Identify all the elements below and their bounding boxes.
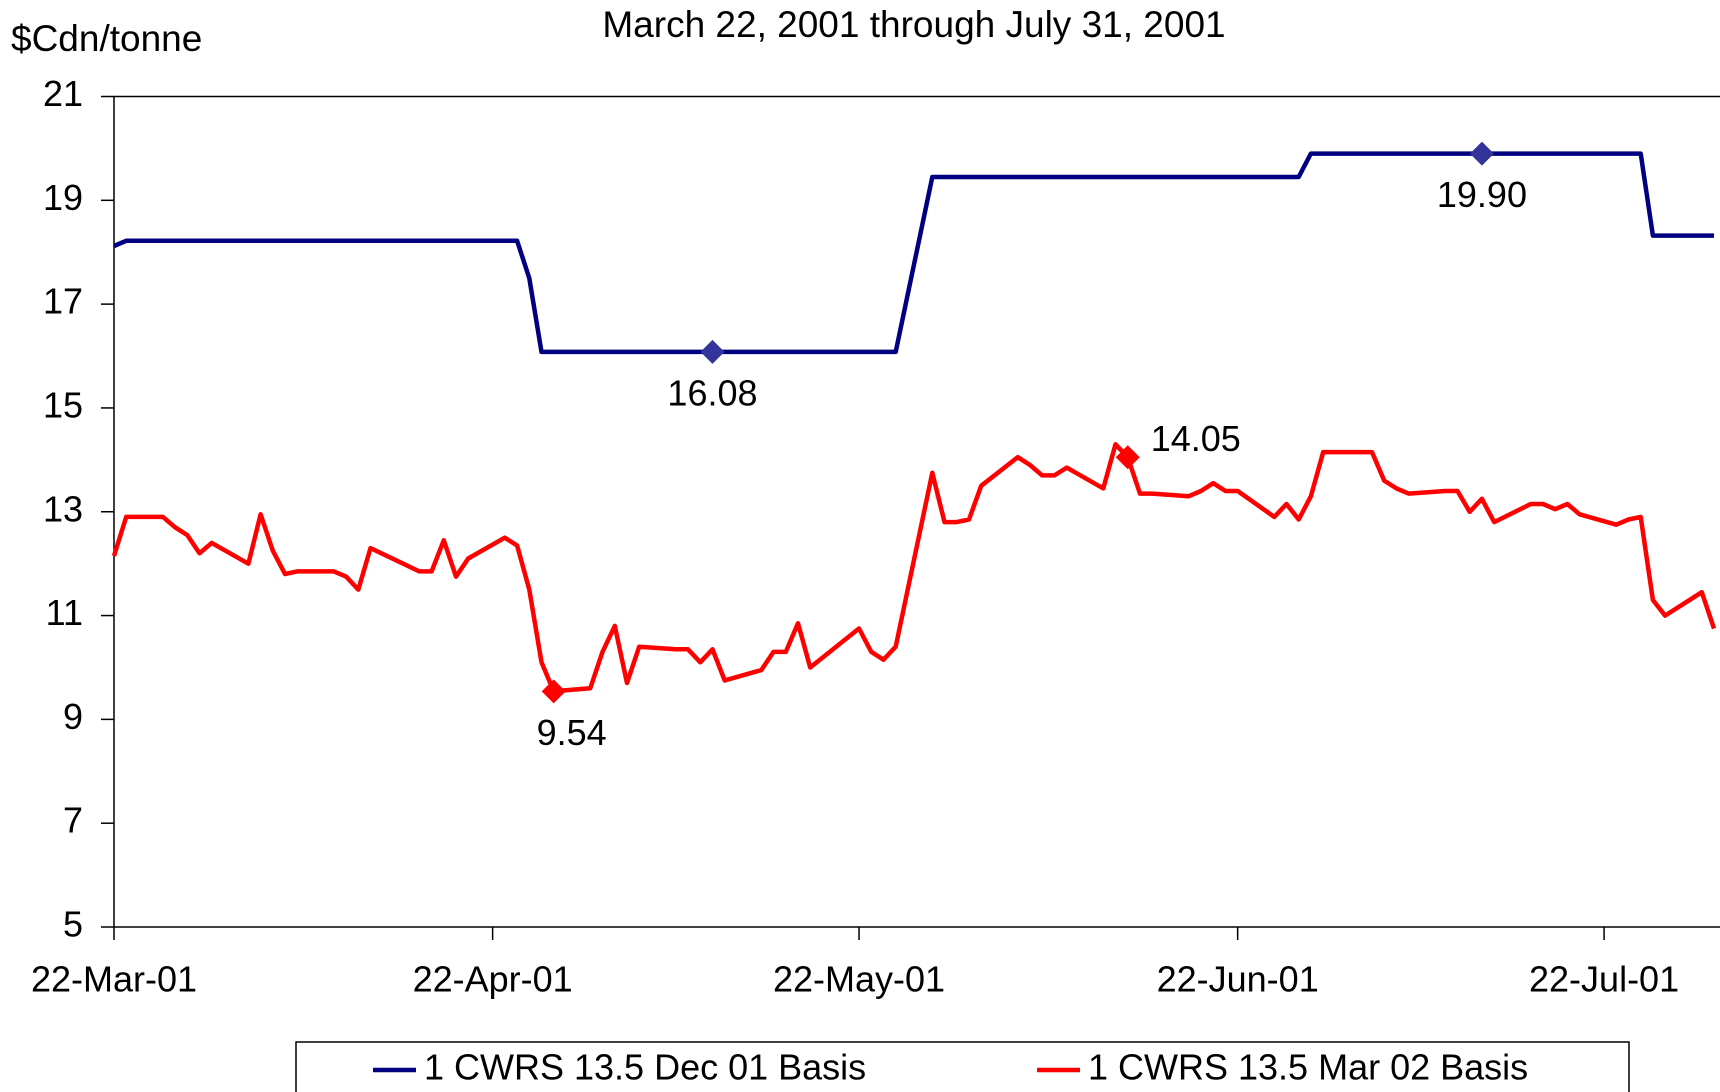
series-line bbox=[111, 442, 1717, 694]
y-tick-label: 9 bbox=[63, 696, 83, 737]
annotation-marker bbox=[700, 339, 725, 364]
x-tick-label: 22-Jun-01 bbox=[1157, 959, 1319, 1000]
y-tick-label: 19 bbox=[43, 177, 83, 218]
y-tick-label: 13 bbox=[43, 488, 83, 529]
legend-label: 1 CWRS 13.5 Dec 01 Basis bbox=[424, 1047, 866, 1088]
legend-label: 1 CWRS 13.5 Mar 02 Basis bbox=[1088, 1047, 1528, 1088]
x-tick-label: 22-Mar-01 bbox=[31, 959, 197, 1000]
annotation-label: 14.05 bbox=[1151, 418, 1241, 459]
chart-title: March 22, 2001 through July 31, 2001 bbox=[602, 4, 1225, 45]
y-tick-label: 11 bbox=[46, 592, 83, 633]
legend-box bbox=[295, 1041, 1630, 1092]
annotation-marker bbox=[1115, 445, 1140, 470]
plot-area bbox=[113, 95, 1720, 928]
series-line bbox=[113, 151, 1714, 355]
x-tick-label: 22-May-01 bbox=[773, 959, 945, 1000]
annotation-marker bbox=[541, 679, 566, 704]
y-tick-label: 17 bbox=[43, 281, 83, 322]
annotation-label: 16.08 bbox=[667, 372, 757, 413]
y-tick-label: 7 bbox=[63, 800, 83, 841]
annotation-label: 19.90 bbox=[1437, 174, 1527, 215]
annotation-marker bbox=[1469, 141, 1494, 166]
y-tick-label: 5 bbox=[63, 904, 83, 945]
y-axis-label: $Cdn/tonne bbox=[11, 18, 202, 59]
y-tick-label: 21 bbox=[43, 73, 83, 114]
annotation-label: 9.54 bbox=[537, 712, 607, 753]
y-tick-label: 15 bbox=[43, 384, 83, 425]
x-tick-label: 22-Apr-01 bbox=[413, 959, 573, 1000]
x-tick-label: 22-Jul-01 bbox=[1529, 959, 1679, 1000]
